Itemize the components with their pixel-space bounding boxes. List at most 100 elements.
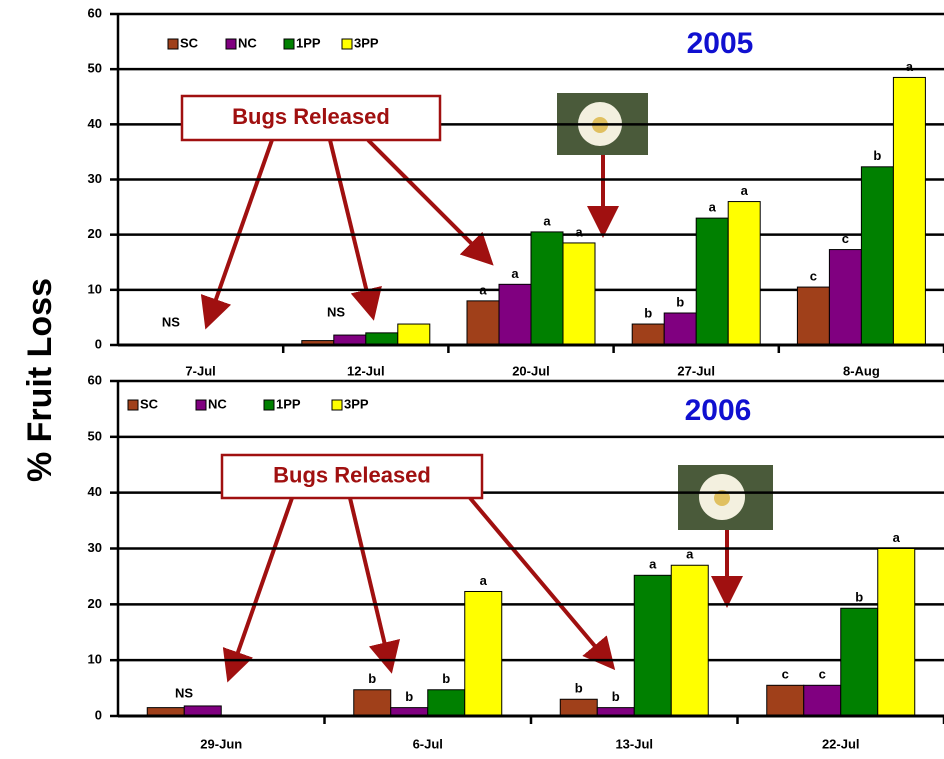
x-tick-label: 27-Jul xyxy=(677,363,715,378)
bar xyxy=(633,574,672,717)
significance-letter: c xyxy=(842,231,849,246)
bar xyxy=(562,242,596,346)
annotation-box xyxy=(220,453,484,500)
bar xyxy=(828,249,862,346)
y-tick-label: 40 xyxy=(88,116,102,131)
y-tick-label: 20 xyxy=(88,226,102,241)
y-tick-label: 10 xyxy=(88,281,102,296)
y-tick-label: 40 xyxy=(88,484,102,499)
bar xyxy=(464,590,503,717)
group-label: NS xyxy=(162,314,180,329)
significance-letter: b xyxy=(644,305,652,320)
x-tick-label: 6-Jul xyxy=(413,736,443,751)
legend-swatch xyxy=(127,399,139,411)
significance-letter: b xyxy=(405,689,413,704)
y-tick-label: 0 xyxy=(95,336,102,351)
y-tick-label: 50 xyxy=(88,428,102,443)
group-label: NS xyxy=(327,304,345,319)
y-axis-label: % Fruit Loss xyxy=(21,278,59,482)
significance-letter: a xyxy=(543,213,551,228)
significance-letter: b xyxy=(676,294,684,309)
bar xyxy=(877,548,916,717)
significance-letter: a xyxy=(511,266,519,281)
bar xyxy=(796,286,830,346)
group-label: NS xyxy=(175,685,193,700)
bar xyxy=(670,564,709,717)
y-tick-label: 10 xyxy=(88,652,102,667)
bar xyxy=(727,201,761,346)
bar xyxy=(663,312,697,346)
bar xyxy=(559,698,598,717)
y-tick-label: 20 xyxy=(88,596,102,611)
bar xyxy=(397,323,431,346)
bar xyxy=(365,332,399,346)
bar xyxy=(766,684,805,717)
arrows xyxy=(200,138,743,683)
x-tick-label: 22-Jul xyxy=(822,736,860,751)
bar xyxy=(466,300,500,346)
legend-swatch xyxy=(167,38,179,50)
bar xyxy=(860,166,894,346)
significance-letter: c xyxy=(819,667,826,682)
bar xyxy=(427,689,466,717)
significance-letter: b xyxy=(873,148,881,163)
legend-label: 3PP xyxy=(344,396,369,411)
legend-swatch xyxy=(195,399,207,411)
bar xyxy=(530,231,564,346)
significance-letter: b xyxy=(575,681,583,696)
y-tick-label: 60 xyxy=(88,372,102,387)
legend-swatch xyxy=(341,38,353,50)
annotation: Bugs Released xyxy=(232,104,390,129)
bar xyxy=(631,323,665,346)
legend-label: NC xyxy=(208,396,227,411)
bar xyxy=(353,689,392,717)
significance-letter: a xyxy=(480,573,488,588)
legend-swatch xyxy=(331,399,343,411)
y-tick-label: 30 xyxy=(88,540,102,555)
legend-swatch xyxy=(225,38,237,50)
x-tick-label: 13-Jul xyxy=(615,736,653,751)
x-tick-label: 29-Jun xyxy=(200,736,242,751)
significance-letter: a xyxy=(686,547,694,562)
bar xyxy=(183,705,222,717)
significance-letter: a xyxy=(479,282,487,297)
legend-label: 1PP xyxy=(296,35,321,50)
significance-letter: b xyxy=(855,590,863,605)
significance-letter: b xyxy=(368,671,376,686)
chart-title: 2006 xyxy=(685,394,752,427)
legend-label: 3PP xyxy=(354,35,379,50)
legend-label: SC xyxy=(180,35,199,50)
legend-label: NC xyxy=(238,35,257,50)
significance-letter: a xyxy=(741,183,749,198)
bar xyxy=(695,217,729,346)
x-tick-label: 7-Jul xyxy=(185,363,215,378)
bar xyxy=(498,283,532,346)
y-tick-label: 0 xyxy=(95,707,102,722)
legend-swatch xyxy=(263,399,275,411)
chart-title: 2005 xyxy=(687,27,754,60)
legend-label: 1PP xyxy=(276,396,301,411)
bar xyxy=(803,684,842,717)
significance-letter: b xyxy=(612,689,620,704)
y-tick-label: 30 xyxy=(88,171,102,186)
bar xyxy=(840,607,879,717)
x-tick-label: 20-Jul xyxy=(512,363,550,378)
y-tick-label: 50 xyxy=(88,61,102,76)
annotation: Bugs Released xyxy=(273,462,431,487)
significance-letter: c xyxy=(810,269,817,284)
legend-swatch xyxy=(283,38,295,50)
annotation-box xyxy=(180,94,442,142)
significance-letter: b xyxy=(442,671,450,686)
bar xyxy=(892,76,926,346)
x-tick-label: 12-Jul xyxy=(347,363,385,378)
x-tick-label: 8-Aug xyxy=(843,363,880,378)
y-tick-label: 60 xyxy=(88,5,102,20)
significance-letter: a xyxy=(893,530,901,545)
legend-label: SC xyxy=(140,396,159,411)
significance-letter: a xyxy=(709,200,717,215)
significance-letter: c xyxy=(782,667,789,682)
significance-letter: a xyxy=(575,224,583,239)
significance-letter: a xyxy=(649,557,657,572)
significance-letter: a xyxy=(906,59,914,74)
